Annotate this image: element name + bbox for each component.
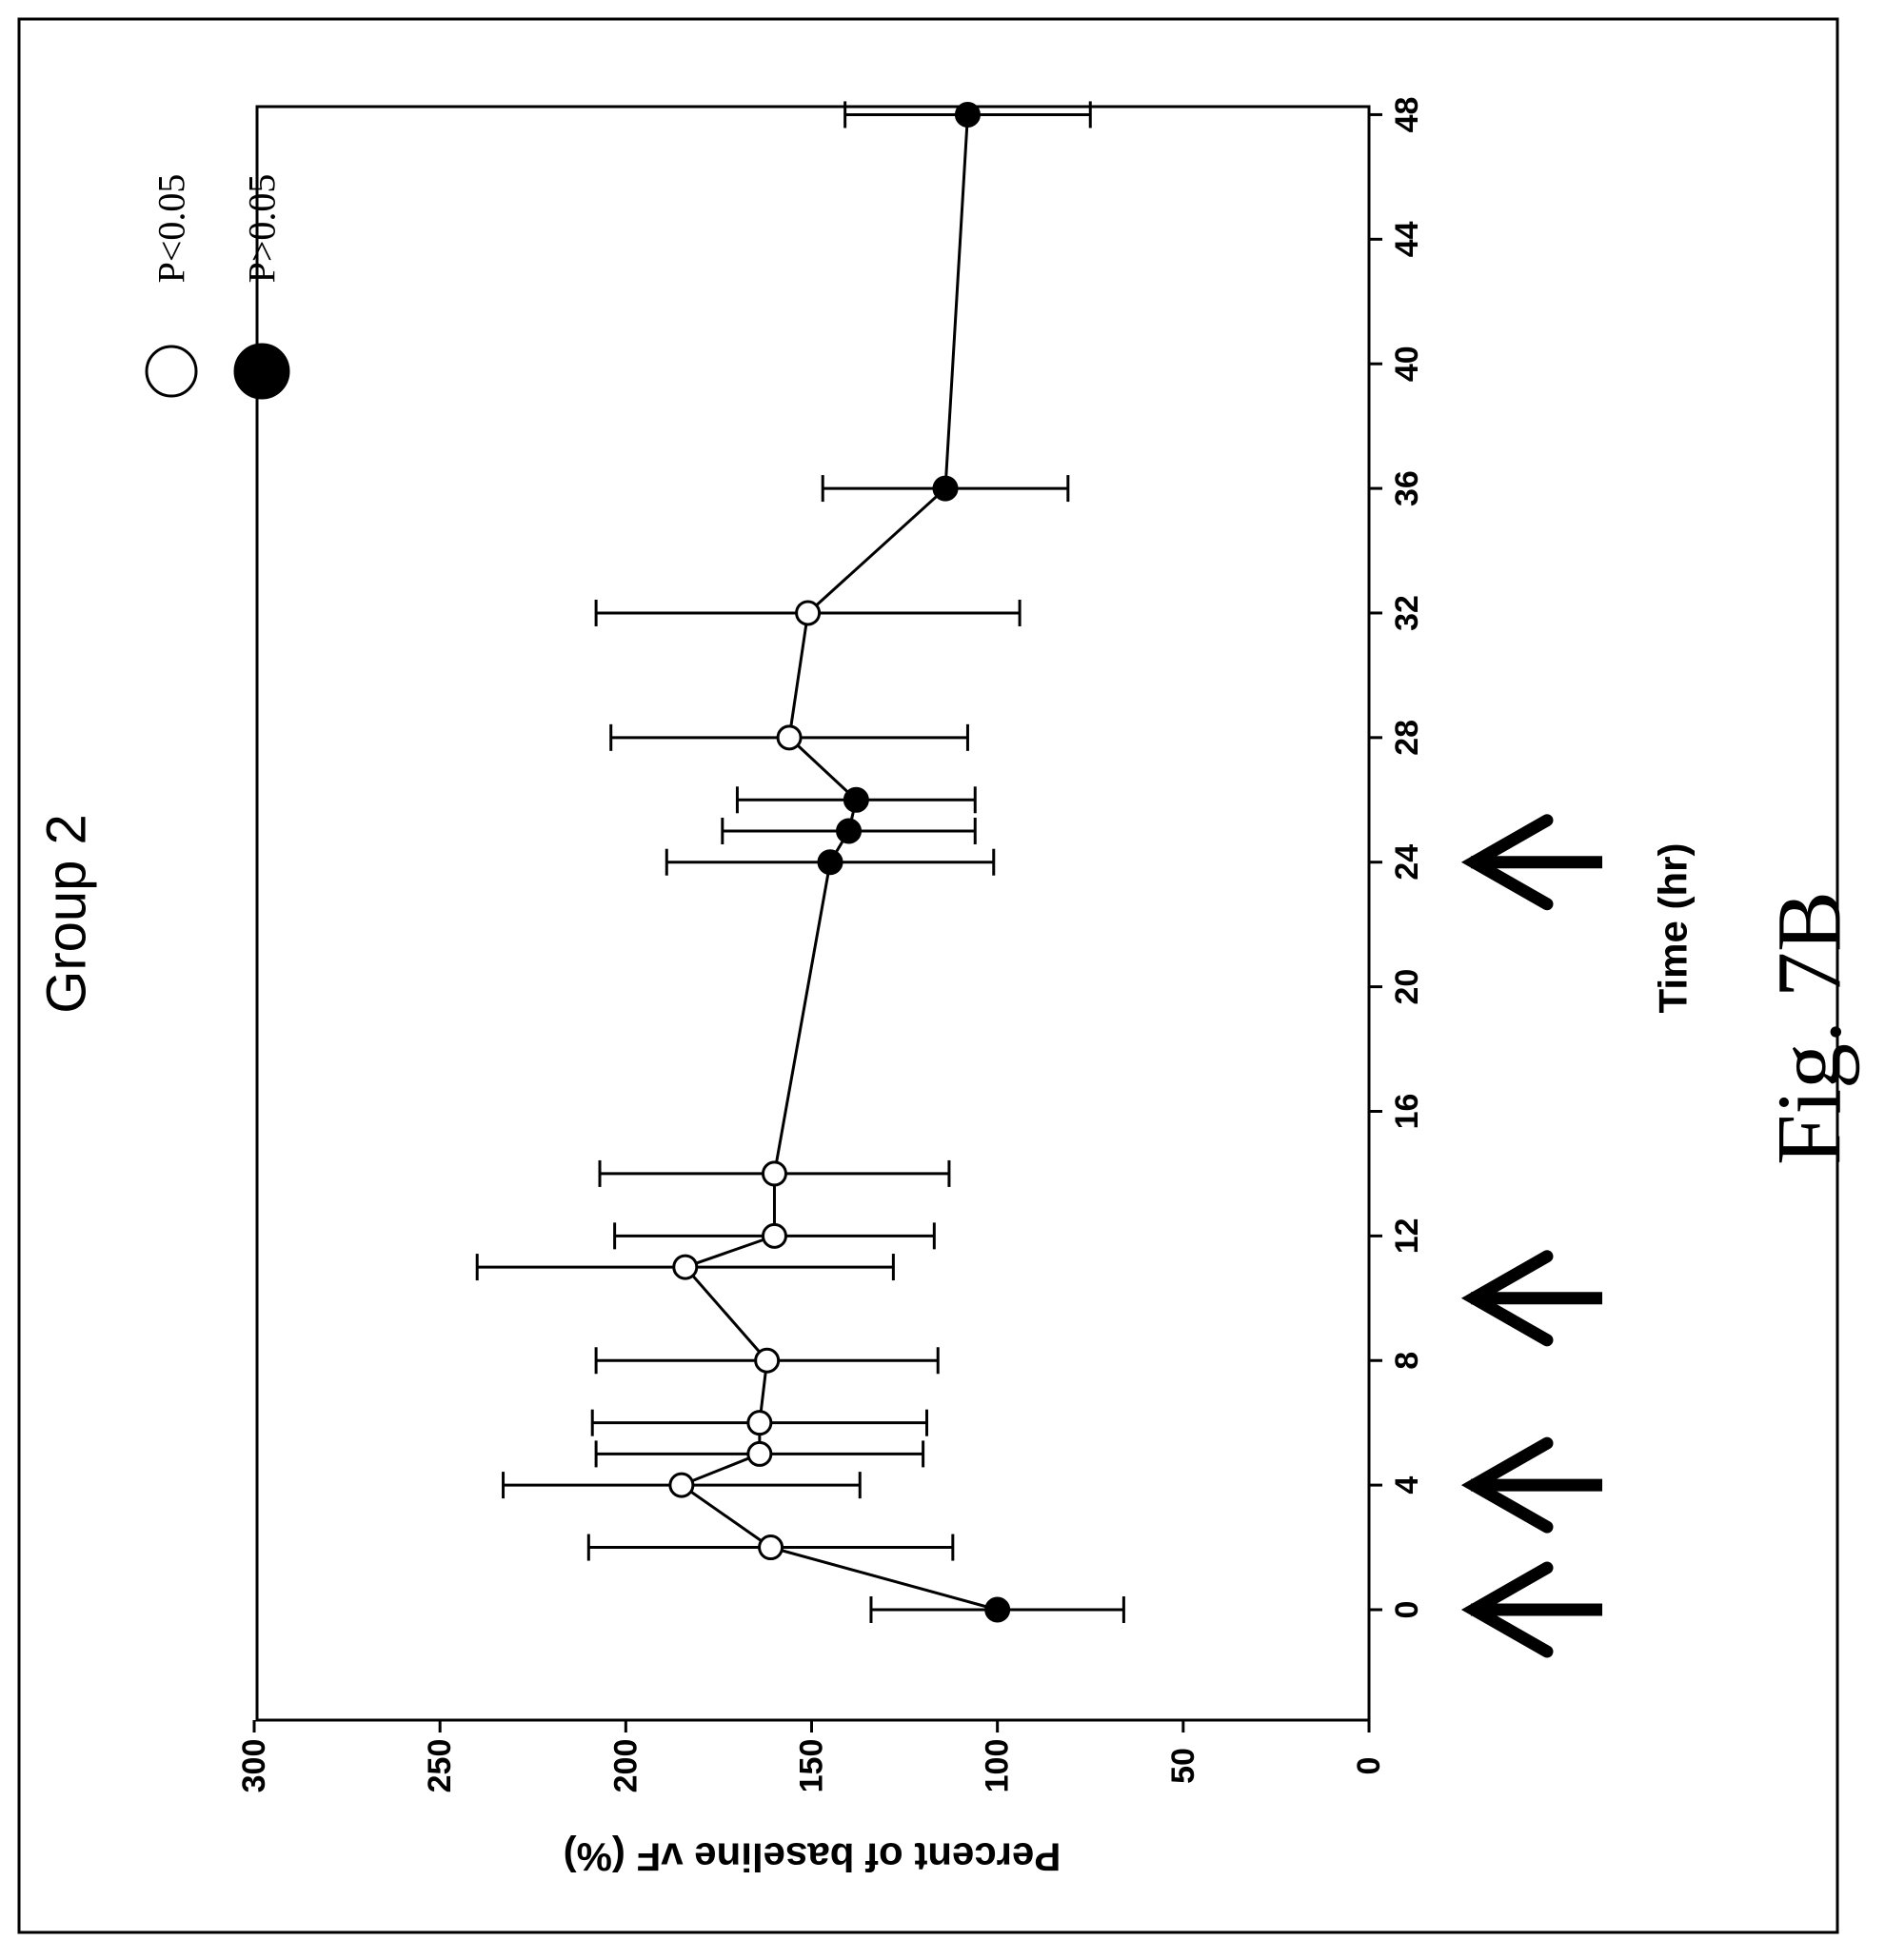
x-tick-label: 28 [1389, 720, 1425, 756]
x-tick-label: 36 [1389, 470, 1425, 506]
x-tick-label: 24 [1389, 844, 1425, 881]
x-tick-label: 0 [1389, 1601, 1425, 1619]
filled-marker [932, 475, 959, 502]
x-tick-label: 44 [1389, 221, 1425, 257]
series-line [678, 114, 999, 1612]
y-tick-label: 100 [980, 1739, 1016, 1793]
x-tick-label: 40 [1389, 346, 1425, 382]
arrow-head [1460, 1250, 1554, 1347]
legend-marker-open [145, 345, 198, 398]
open-marker [668, 1472, 695, 1498]
open-marker [754, 1347, 781, 1374]
arrow-head [1460, 1436, 1554, 1534]
x-axis-title: Time (hr) [1651, 843, 1696, 1014]
arrow-head [1460, 1561, 1554, 1658]
x-tick-label: 48 [1389, 97, 1425, 133]
open-marker [672, 1254, 699, 1280]
filled-marker [836, 818, 863, 844]
y-axis-title: Percent of baseline vF (%) [564, 1835, 1062, 1880]
open-marker [746, 1410, 773, 1436]
y-tick-label: 250 [422, 1739, 458, 1793]
y-tick-label: 200 [607, 1739, 644, 1793]
x-tick-label: 8 [1389, 1352, 1425, 1370]
legend-marker-filled [233, 343, 290, 400]
open-marker [758, 1534, 784, 1561]
arrow-head [1460, 814, 1554, 911]
x-tick-label: 16 [1389, 1094, 1425, 1130]
open-marker [795, 600, 822, 626]
figure-border [17, 17, 1839, 1934]
x-tick-label: 20 [1389, 969, 1425, 1005]
open-marker [746, 1440, 773, 1467]
open-marker [776, 724, 803, 751]
y-tick-label: 150 [794, 1739, 830, 1793]
y-tick-label: 50 [1165, 1748, 1201, 1784]
filled-marker [817, 849, 843, 876]
x-tick-label: 32 [1389, 595, 1425, 631]
open-marker [761, 1222, 787, 1249]
filled-marker [984, 1596, 1011, 1623]
figure-label: Fig. 7B [1758, 891, 1860, 1165]
chart-title: Group 2 [36, 814, 98, 1014]
legend-label: P>0.05 [241, 174, 284, 284]
filled-marker [954, 101, 981, 128]
filled-marker [843, 786, 869, 813]
open-marker [761, 1160, 787, 1187]
plot-frame [255, 105, 1371, 1722]
legend-label: P<0.05 [150, 174, 193, 284]
y-tick-label: 0 [1351, 1757, 1387, 1775]
y-tick-label: 300 [236, 1739, 272, 1793]
x-tick-label: 4 [1389, 1476, 1425, 1495]
x-tick-label: 12 [1389, 1218, 1425, 1254]
